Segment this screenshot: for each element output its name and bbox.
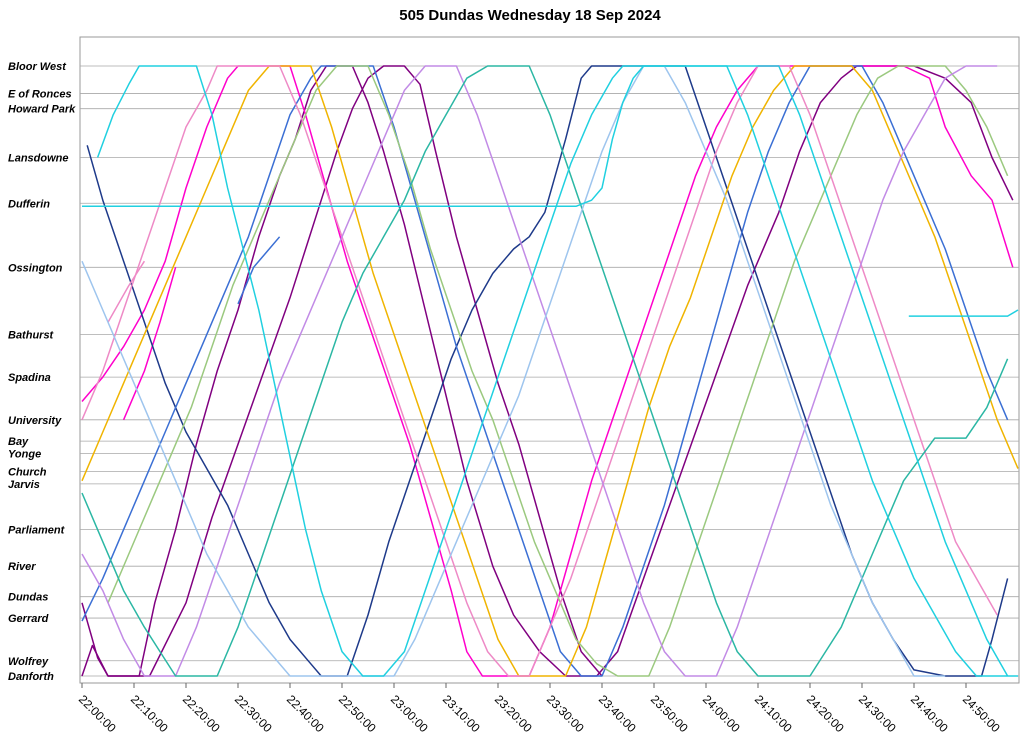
stop-label: Howard Park [8, 104, 76, 116]
trip-line-9 [81, 65, 998, 677]
stop-label: E of Ronces [8, 88, 72, 100]
x-tick-label: 22:00:00 [76, 692, 119, 735]
trip-line-12 [81, 65, 1009, 677]
x-tick-label: 24:40:00 [908, 692, 951, 735]
chart-title: 505 Dundas Wednesday 18 Sep 2024 [399, 7, 661, 24]
x-tick-label: 22:10:00 [128, 692, 171, 735]
x-tick-label: 24:30:00 [856, 692, 899, 735]
series-lines [81, 65, 1019, 677]
stop-label: Danforth [8, 671, 54, 683]
stop-label: Ossington [8, 262, 63, 274]
x-tick-label: 22:50:00 [336, 692, 379, 735]
stop-label: Dufferin [8, 198, 50, 210]
time-labels: 22:00:00 22:10:00 22:20:00 22:30:00 22:40:00… [76, 683, 1003, 735]
x-tick-label: 22:40:00 [284, 692, 327, 735]
stop-label: Bay [8, 436, 29, 448]
stop-label: River [8, 561, 36, 573]
x-tick-label: 23:40:00 [596, 692, 639, 735]
trip-line-13 [81, 65, 946, 677]
x-tick-label: 23:50:00 [648, 692, 691, 735]
trip-line-0 [81, 65, 603, 677]
x-tick-label: 23:10:00 [440, 692, 483, 735]
x-tick-label: 24:10:00 [752, 692, 795, 735]
gridlines [80, 65, 1019, 677]
x-tick-label: 23:00:00 [388, 692, 431, 735]
stop-label: Gerrard [8, 613, 49, 625]
trip-line-5 [81, 65, 1009, 677]
x-tick-label: 22:30:00 [232, 692, 275, 735]
x-tick-label: 24:50:00 [960, 692, 1003, 735]
stop-label: Bathurst [8, 329, 55, 341]
x-tick-label: 24:20:00 [804, 692, 847, 735]
x-tick-label: 23:20:00 [492, 692, 535, 735]
stop-label: Dundas [8, 592, 48, 604]
trip-line-11 [81, 65, 998, 677]
stop-label: Lansdowne [8, 153, 69, 165]
trip-line-3 [122, 267, 177, 421]
trip-line-15 [96, 65, 1018, 677]
stop-label: Wolfrey [8, 656, 49, 668]
x-tick-label: 24:00:00 [700, 692, 743, 735]
stop-label: Jarvis [8, 479, 40, 491]
trip-line-16 [908, 309, 1019, 317]
stop-label: Parliament [8, 525, 66, 537]
trip-line-1 [81, 65, 1014, 677]
trip-line-8 [107, 65, 1009, 677]
trip-line-6 [237, 236, 281, 305]
trip-line-7 [81, 65, 1019, 677]
x-tick-label: 23:30:00 [544, 692, 587, 735]
stop-label: Church [8, 467, 47, 479]
stop-label: University [8, 415, 62, 427]
stop-label: Bloor West [8, 61, 67, 73]
stop-labels: Bloor West E of Ronces Howard Park Lansdown… [8, 61, 76, 683]
x-tick-label: 22:20:00 [180, 692, 223, 735]
stop-label: Yonge [8, 448, 41, 460]
trip-line-10 [107, 260, 146, 323]
stop-label: Spadina [8, 372, 51, 384]
